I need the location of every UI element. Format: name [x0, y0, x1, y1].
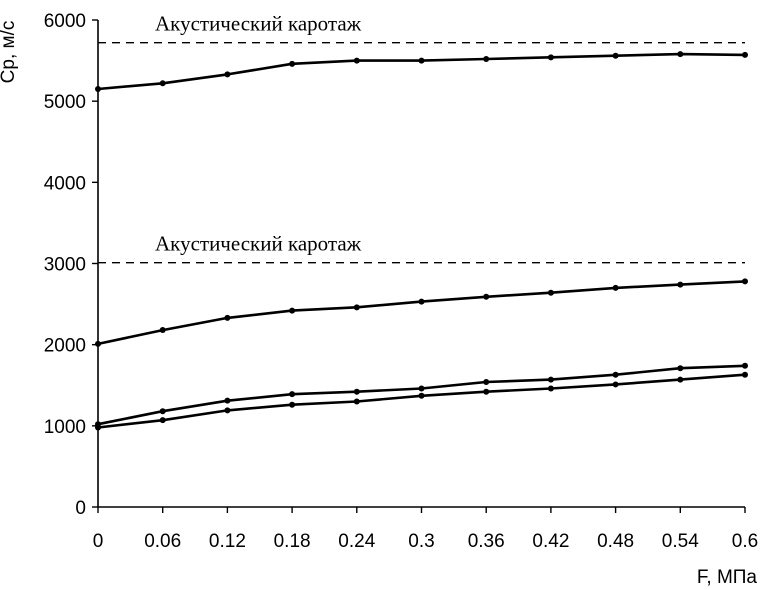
data-point [418, 385, 425, 392]
x-tick-label: 0.54 [662, 531, 699, 552]
data-point [742, 51, 748, 58]
data-point [353, 57, 360, 64]
series-line-4 [97, 373, 746, 429]
y-tick-label: 1000 [44, 417, 86, 438]
x-tick-label: 0.18 [274, 531, 311, 552]
data-point [418, 298, 425, 305]
data-point [95, 85, 101, 92]
x-tick-label: 0.48 [597, 531, 634, 552]
data-point [353, 304, 360, 311]
data-point [612, 52, 619, 59]
data-point [677, 365, 684, 372]
y-tick-label: 0 [75, 498, 86, 519]
y-tick-label: 2000 [44, 336, 86, 357]
data-point [483, 55, 490, 62]
data-point [677, 281, 684, 288]
y-tick-label: 3000 [44, 255, 86, 276]
y-tick-label: 6000 [44, 11, 86, 32]
data-point [677, 51, 684, 58]
data-point [742, 371, 748, 378]
data-point [742, 362, 748, 369]
series-line-2 [97, 280, 746, 346]
y-axis-label: Cp, м/с [0, 21, 19, 84]
y-tick-label: 5000 [44, 92, 86, 113]
data-point [95, 340, 101, 347]
data-point [353, 388, 360, 395]
data-point [418, 57, 425, 64]
data-point [289, 401, 296, 408]
x-tick-label: 0 [93, 531, 104, 552]
data-point [547, 54, 554, 61]
data-point [483, 379, 490, 386]
x-tick-label: 0.6 [732, 531, 758, 552]
x-axis-label: F, МПа [697, 567, 758, 588]
data-point [612, 371, 619, 378]
data-point [353, 398, 360, 405]
reference-line-label: Акустический каротаж [155, 12, 362, 36]
data-point [483, 388, 490, 395]
reference-line-label: Акустический каротаж [155, 232, 362, 256]
data-point [289, 60, 296, 67]
x-tick-label: 0.12 [209, 531, 246, 552]
x-tick-label: 0.24 [338, 531, 375, 552]
data-point [483, 293, 490, 300]
x-tick-label: 0.06 [144, 531, 181, 552]
y-tick-label: 4000 [44, 173, 86, 194]
data-point [612, 381, 619, 388]
x-tick-label: 0.42 [532, 531, 569, 552]
data-point [159, 327, 166, 334]
reference-lines: Акустический каротаж Акустический каротаж [98, 12, 745, 264]
data-point [289, 307, 296, 314]
data-point [224, 397, 231, 404]
data-point [159, 80, 166, 87]
data-point [547, 289, 554, 296]
data-point [224, 314, 231, 321]
data-point [95, 424, 101, 431]
data-point [289, 391, 296, 398]
data-point [418, 392, 425, 399]
axis-labels: 0 1000 2000 3000 4000 5000 6000 0 0.06 0.12 0.18 0.… [44, 11, 758, 552]
series-lines [95, 51, 748, 431]
data-point [547, 385, 554, 392]
data-point [224, 407, 231, 414]
data-point [612, 284, 619, 291]
data-point [547, 376, 554, 383]
axes [92, 19, 746, 513]
data-point [159, 417, 166, 424]
data-point [224, 71, 231, 78]
x-tick-label: 0.3 [408, 531, 434, 552]
x-tick-label: 0.36 [468, 531, 505, 552]
data-point [677, 376, 684, 383]
data-point [742, 278, 748, 285]
data-point [159, 408, 166, 415]
